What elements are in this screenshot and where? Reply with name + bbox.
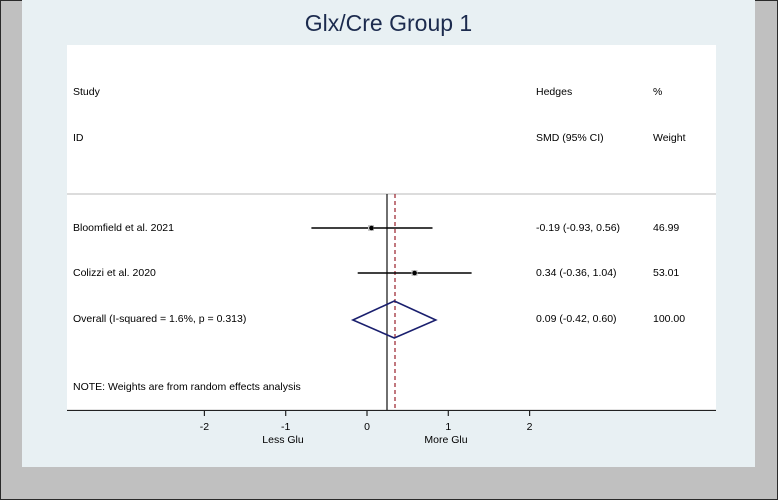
x-tick-label: -1	[281, 421, 291, 433]
x-axis-label-left: Less Glu	[262, 434, 304, 446]
overall-estimate: 0.09 (-0.42, 0.60)	[536, 313, 617, 325]
header-percent: %	[653, 86, 663, 98]
point-estimate-marker	[412, 270, 417, 276]
chart-title: Glx/Cre Group 1	[304, 10, 473, 36]
x-tick-label: 1	[445, 421, 452, 433]
header-study: Study	[73, 86, 100, 98]
header-separator	[67, 193, 716, 195]
forest-plot-area: Study ID Hedges SMD (95% CI) % Weight Bl…	[67, 45, 716, 411]
study-label: Colizzi et al. 2020	[73, 267, 156, 279]
study-weight: 53.01	[653, 267, 680, 279]
chart-panel: Glx/Cre Group 1 Study ID Hedges SMD (95%…	[22, 0, 755, 467]
point-estimate-marker	[369, 225, 374, 231]
overall-weight: 100.00	[653, 313, 686, 325]
overall-label: Overall (I-squared = 1.6%, p = 0.313)	[73, 313, 247, 325]
header-hedges: Hedges	[536, 86, 573, 98]
study-estimate: -0.19 (-0.93, 0.56)	[536, 222, 621, 234]
header-smd-ci: SMD (95% CI)	[536, 132, 604, 144]
overall-diamond	[350, 300, 438, 339]
forest-graphics	[67, 194, 716, 411]
x-axis-label-right: More Glu	[424, 434, 468, 446]
x-tick-label: -2	[199, 421, 210, 433]
footnote: NOTE: Weights are from random effects an…	[73, 381, 301, 393]
header-id: ID	[73, 132, 84, 144]
x-axis-ticks	[203, 411, 531, 416]
header-weight: Weight	[653, 132, 686, 144]
study-estimate: 0.34 (-0.36, 1.04)	[536, 267, 617, 279]
x-tick-label: 0	[364, 421, 370, 433]
study-weight: 46.99	[653, 222, 680, 234]
study-label: Bloomfield et al. 2021	[73, 222, 174, 234]
x-tick-label: 2	[526, 421, 533, 433]
